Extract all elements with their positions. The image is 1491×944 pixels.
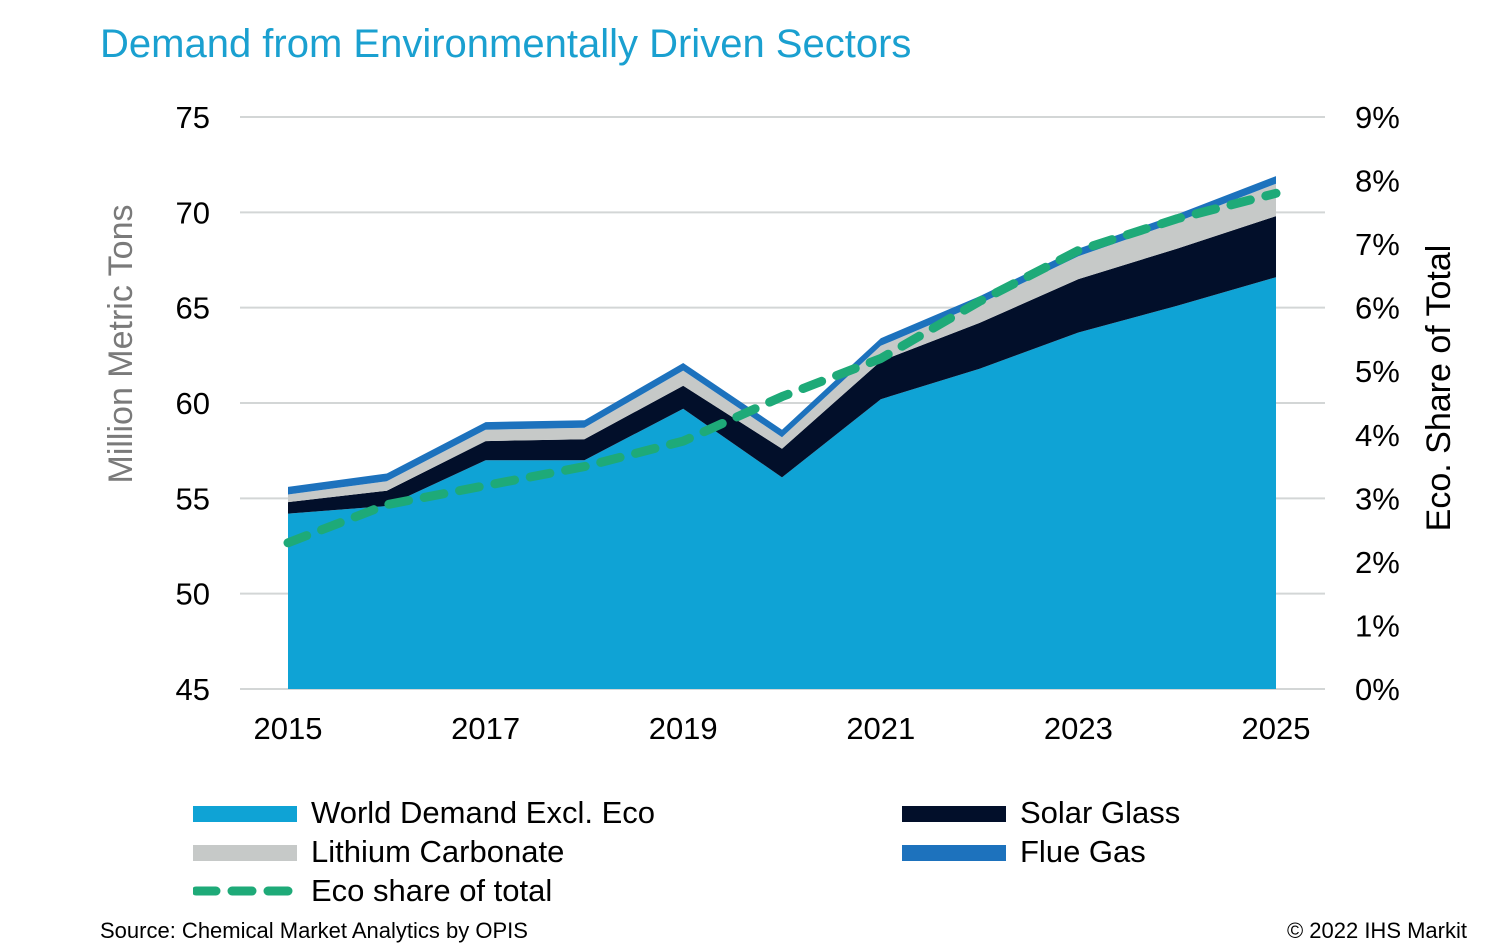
legend-label: World Demand Excl. Eco [311,795,655,831]
source-note: Source: Chemical Market Analytics by OPI… [100,918,528,944]
y2-tick-label: 6% [1355,291,1400,326]
y-tick-label: 75 [176,100,210,135]
y-tick-label: 60 [176,386,210,421]
x-tick-label: 2025 [1242,711,1311,746]
y2-tick-label: 5% [1355,354,1400,389]
x-tick-label: 2023 [1044,711,1113,746]
legend-label: Solar Glass [1020,795,1180,831]
right-axis-ticks: 0% 1% 2% 3% 4% 5% 6% 7% 8% 9% [1355,100,1400,707]
legend-swatch [193,845,297,861]
x-axis-ticks: 2015 2017 2019 2021 2023 2025 [254,711,1311,746]
stacked-areas [288,176,1276,689]
legend-swatch [193,806,297,822]
legend-swatch [902,845,1006,861]
y2-tick-label: 1% [1355,608,1400,643]
x-tick-label: 2015 [254,711,323,746]
y-tick-label: 65 [176,291,210,326]
x-tick-label: 2017 [451,711,520,746]
y2-axis-title: Eco. Share of Total [1420,245,1458,532]
legend-swatch [902,806,1006,822]
y-tick-label: 50 [176,577,210,612]
area-world-demand-excl-eco [288,277,1276,689]
y2-tick-label: 9% [1355,100,1400,135]
y-tick-label: 45 [176,672,210,707]
y2-tick-label: 8% [1355,164,1400,199]
y2-tick-label: 3% [1355,481,1400,516]
y-tick-label: 70 [176,195,210,230]
y2-tick-label: 7% [1355,227,1400,262]
y-axis-title: Million Metric Tons [102,204,140,483]
copyright-note: © 2022 IHS Markit [1287,918,1467,944]
y-tick-label: 55 [176,481,210,516]
y2-tick-label: 2% [1355,545,1400,580]
legend-label: Eco share of total [311,873,552,909]
legend-dash-line [193,885,297,897]
y2-tick-label: 0% [1355,672,1400,707]
x-tick-label: 2019 [649,711,718,746]
legend-label: Flue Gas [1020,834,1146,870]
y2-tick-label: 4% [1355,418,1400,453]
left-axis-ticks: 45 50 55 60 65 70 75 [176,100,210,707]
x-tick-label: 2021 [846,711,915,746]
legend-label: Lithium Carbonate [311,834,564,870]
